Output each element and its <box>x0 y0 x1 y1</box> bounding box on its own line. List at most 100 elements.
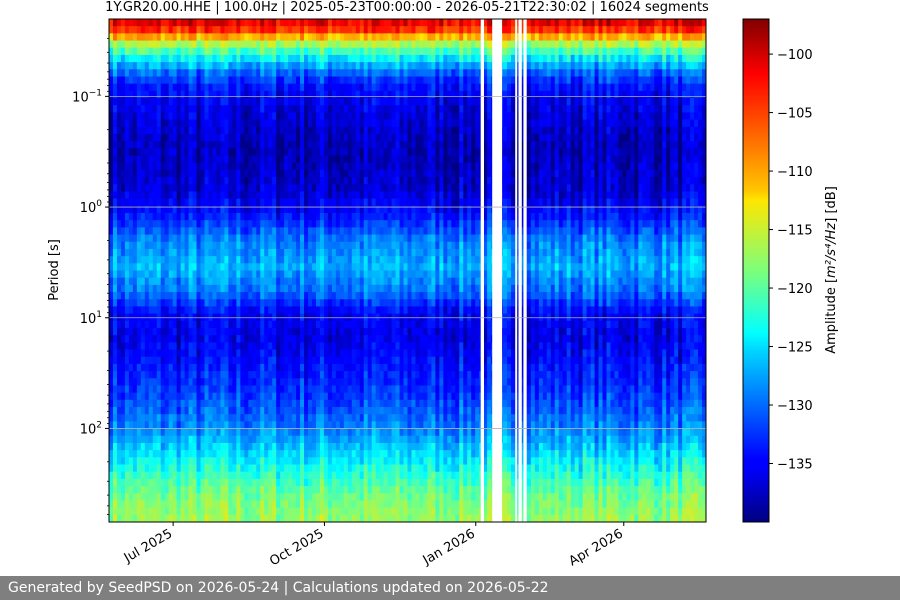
heatmap-cell <box>375 119 381 128</box>
heatmap-cell <box>467 98 472 106</box>
heatmap-cell <box>292 105 297 114</box>
heatmap-cell <box>347 54 353 63</box>
heatmap-cell <box>315 26 321 34</box>
heatmap-cell <box>674 133 679 142</box>
heatmap-cell <box>538 126 544 135</box>
heatmap-cell <box>339 169 345 178</box>
heatmap-cell <box>244 62 249 70</box>
heatmap-cell <box>602 248 608 257</box>
heatmap-cell <box>304 126 309 135</box>
heatmap-cell <box>606 112 612 121</box>
heatmap-cell <box>626 33 631 42</box>
heatmap-cell <box>268 119 273 128</box>
heatmap-cell <box>582 227 588 236</box>
heatmap-cell <box>323 220 329 228</box>
heatmap-cell <box>574 112 580 121</box>
heatmap-cell <box>467 162 472 171</box>
heatmap-cell <box>427 105 432 114</box>
heatmap-cell <box>188 220 194 228</box>
heatmap-cell <box>630 40 635 49</box>
heatmap-cell <box>526 169 532 178</box>
heatmap-cell <box>120 227 126 236</box>
heatmap-cell <box>256 119 261 128</box>
heatmap-cell <box>300 119 305 128</box>
heatmap-cell <box>407 234 413 243</box>
heatmap-cell <box>646 90 651 99</box>
heatmap-cell <box>443 220 448 228</box>
heatmap-cell <box>120 90 126 99</box>
heatmap-cell <box>578 133 584 142</box>
heatmap-cell <box>614 83 620 92</box>
heatmap-cell <box>375 162 381 171</box>
heatmap-cell <box>359 33 365 42</box>
heatmap-cell <box>614 26 620 34</box>
heatmap-cell <box>308 98 313 106</box>
heatmap-cell <box>674 69 679 78</box>
heatmap-cell <box>160 76 166 85</box>
heatmap-cell <box>383 19 389 27</box>
heatmap-cell <box>184 248 190 257</box>
heatmap-cell <box>109 177 114 185</box>
heatmap-cell <box>109 26 114 34</box>
heatmap-cell <box>331 155 337 164</box>
heatmap-cell <box>192 126 198 135</box>
heatmap-cell <box>678 98 683 106</box>
heatmap-cell <box>503 83 508 92</box>
heatmap-cell <box>196 69 202 78</box>
heatmap-cell <box>128 234 134 243</box>
heatmap-cell <box>427 54 432 63</box>
heatmap-cell <box>666 54 671 63</box>
heatmap-cell <box>315 241 321 250</box>
heatmap-cell <box>216 47 222 56</box>
heatmap-cell <box>471 205 476 214</box>
heatmap-cell <box>136 76 142 85</box>
heatmap-cell <box>216 126 222 135</box>
heatmap-cell <box>375 141 381 149</box>
heatmap-cell <box>236 234 241 243</box>
heatmap-cell <box>594 19 600 27</box>
heatmap-cell <box>176 148 182 157</box>
heatmap-cell <box>136 169 142 178</box>
heatmap-cell <box>244 248 249 257</box>
heatmap-cell <box>534 54 540 63</box>
heatmap-cell <box>538 26 544 34</box>
heatmap-cell <box>455 62 460 70</box>
heatmap-cell <box>116 33 122 42</box>
heatmap-cell <box>292 62 297 70</box>
heatmap-cell <box>455 234 460 243</box>
heatmap-cell <box>650 198 655 207</box>
heatmap-cell <box>116 162 122 171</box>
heatmap-cell <box>423 76 428 85</box>
heatmap-cell <box>630 47 635 56</box>
heatmap-cell <box>152 47 158 56</box>
heatmap-cell <box>355 83 361 92</box>
heatmap-cell <box>347 234 353 243</box>
heatmap-cell <box>196 234 202 243</box>
heatmap-cell <box>196 205 202 214</box>
heatmap <box>109 19 706 522</box>
heatmap-cell <box>248 47 253 56</box>
heatmap-cell <box>503 205 508 214</box>
heatmap-cell <box>622 234 627 243</box>
heatmap-cell <box>248 54 253 63</box>
heatmap-cell <box>172 40 178 49</box>
heatmap-cell <box>586 241 592 250</box>
heatmap-cell <box>172 198 178 207</box>
heatmap-cell <box>224 177 229 185</box>
heatmap-cell <box>152 126 158 135</box>
heatmap-cell <box>534 133 540 142</box>
heatmap-cell <box>514 105 520 114</box>
heatmap-cell <box>459 220 464 228</box>
heatmap-cell <box>128 184 134 193</box>
heatmap-cell <box>638 191 643 200</box>
heatmap-cell <box>435 141 440 149</box>
heatmap-cell <box>387 177 393 185</box>
heatmap-cell <box>606 227 612 236</box>
heatmap-cell <box>160 155 166 164</box>
heatmap-cell <box>626 162 631 171</box>
heatmap-cell <box>682 69 687 78</box>
heatmap-cell <box>124 234 130 243</box>
heatmap-cell <box>228 26 233 34</box>
heatmap-cell <box>339 33 345 42</box>
heatmap-cell <box>260 184 265 193</box>
